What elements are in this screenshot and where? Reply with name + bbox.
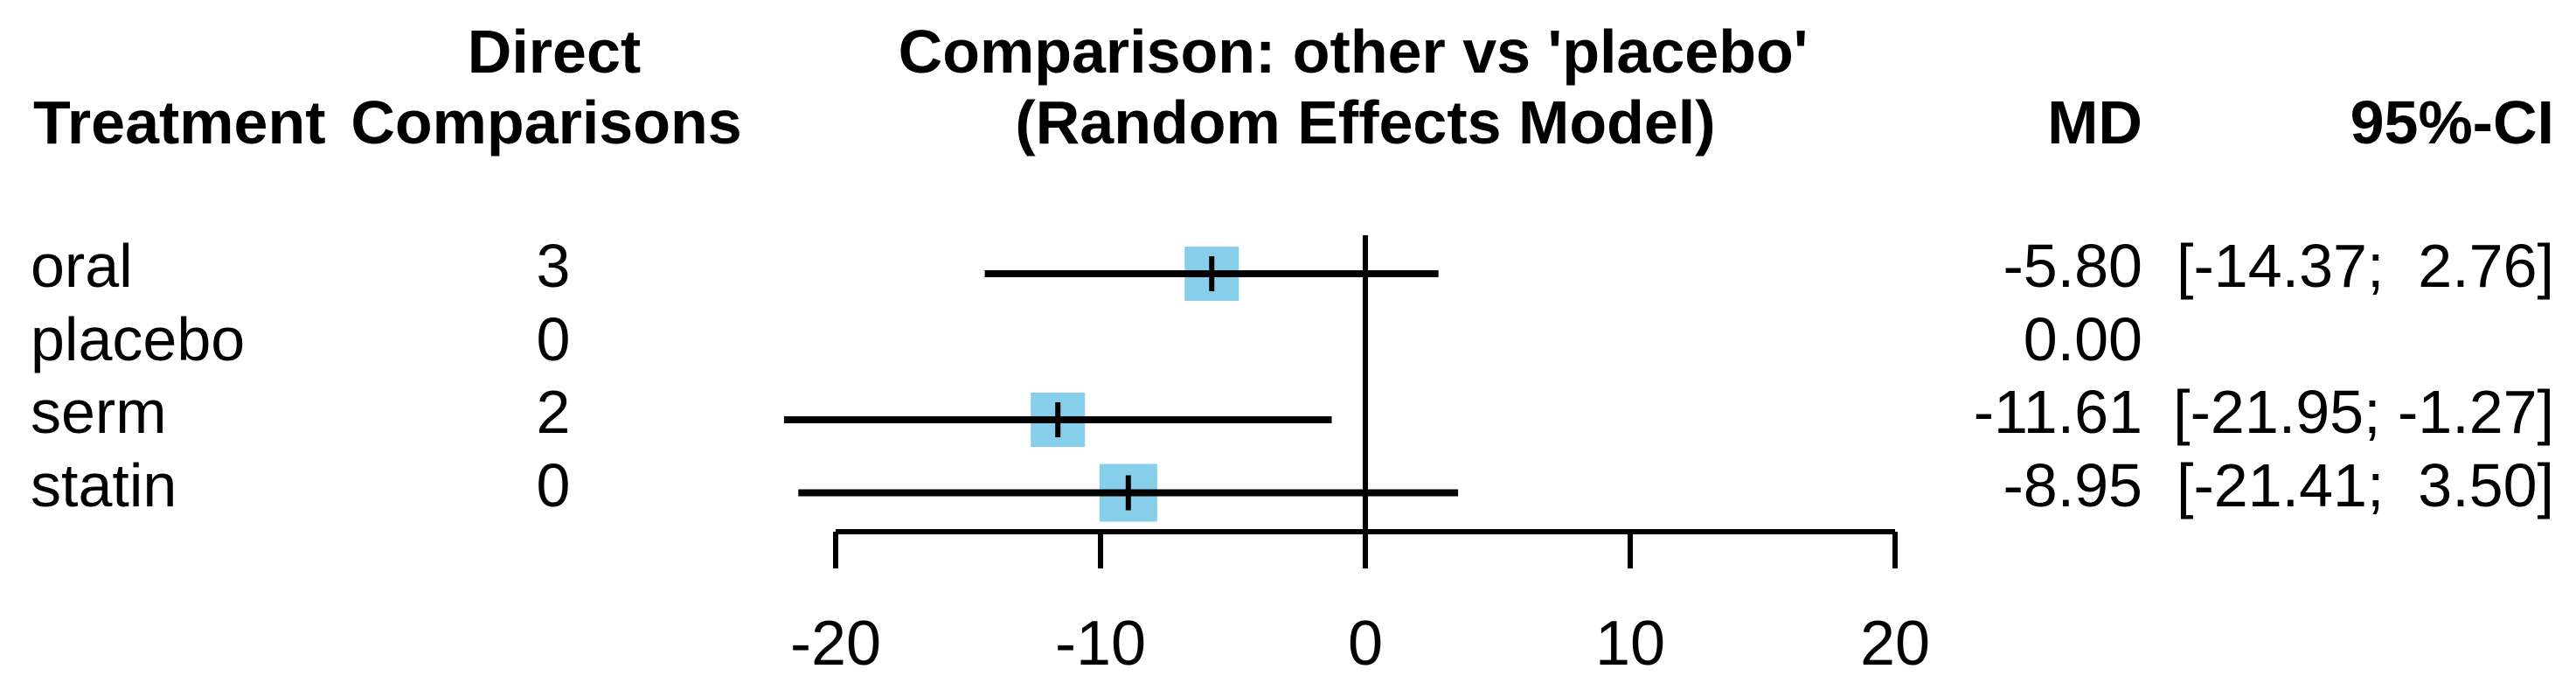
ci-value: [-14.37; 2.76] — [2177, 232, 2554, 300]
plot-title-line1: Comparison: other vs 'placebo' — [898, 17, 1809, 86]
treatment-label: placebo — [31, 304, 246, 373]
axis-tick-label: -20 — [789, 609, 882, 679]
axis-tick-label: 20 — [1859, 609, 1931, 679]
column-header-ci: 95%-CI — [2350, 88, 2554, 157]
md-value: -8.95 — [2003, 450, 2142, 519]
direct-comparisons-value: 0 — [536, 304, 571, 373]
ci-value: [-21.95; -1.27] — [2173, 378, 2554, 446]
plot-title-line2: (Random Effects Model) — [1015, 88, 1716, 157]
direct-comparisons-value: 0 — [536, 450, 571, 519]
treatment-label: oral — [31, 232, 133, 300]
md-value: -11.61 — [1973, 378, 2142, 446]
treatment-label: statin — [31, 450, 177, 519]
column-header-direct-line2: Comparisons — [351, 88, 742, 157]
axis-tick-label: 10 — [1594, 609, 1666, 679]
md-value: 0.00 — [2023, 304, 2142, 373]
md-value: -5.80 — [2003, 232, 2142, 300]
direct-comparisons-value: 3 — [536, 232, 571, 300]
treatment-label: serm — [31, 378, 167, 446]
direct-comparisons-value: 2 — [536, 378, 571, 446]
column-header-treatment: Treatment — [33, 88, 326, 157]
column-header-md: MD — [2047, 88, 2142, 157]
column-header-direct-line1: Direct — [467, 17, 642, 86]
axis-tick-label: 0 — [1347, 609, 1384, 679]
axis-tick-label: -10 — [1054, 609, 1147, 679]
ci-value: [-21.41; 3.50] — [2177, 450, 2554, 519]
